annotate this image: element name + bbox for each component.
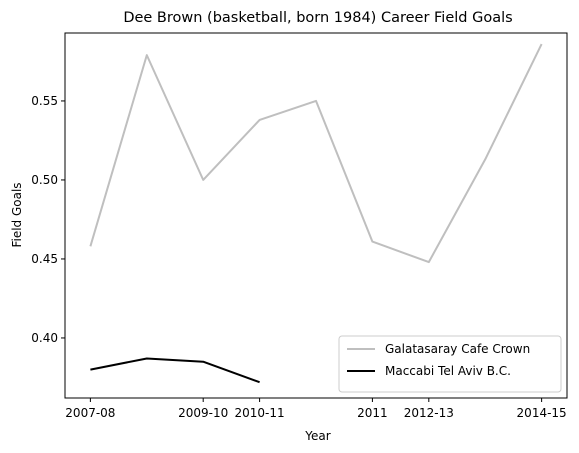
plot-frame	[64, 32, 568, 399]
legend: Galatasaray Cafe Crown Maccabi Tel Aviv B…	[338, 335, 562, 393]
chart-title: Dee Brown (basketball, born 1984) Career…	[123, 10, 512, 26]
x-tick-label: 2014-15	[517, 406, 567, 420]
x-axis: 2007-08 2009-10 2010-11 2011 2012-13 2014-15	[65, 398, 567, 420]
x-tick-label: 2007-08	[65, 406, 115, 420]
y-tick-label: 0.40	[31, 331, 58, 345]
y-tick-label: 0.55	[31, 94, 58, 108]
series-layer	[89, 43, 543, 384]
x-tick-label: 2010-11	[235, 406, 285, 420]
y-tick-label: 0.45	[31, 252, 58, 266]
series-line-2	[90, 357, 260, 384]
x-tick-label: 2011	[357, 406, 388, 420]
y-tick-label: 0.50	[31, 173, 58, 187]
legend-label: Galatasaray Cafe Crown	[385, 342, 530, 356]
y-axis-label: Field Goals	[10, 182, 24, 247]
y-axis: 0.40 0.45 0.50 0.55	[31, 94, 65, 345]
legend-box	[338, 335, 562, 393]
x-tick-label: 2009-10	[178, 406, 228, 420]
x-axis-label: Year	[304, 429, 330, 443]
series-line-1	[89, 43, 543, 264]
legend-label: Maccabi Tel Aviv B.C.	[385, 364, 511, 378]
x-tick-label: 2012-13	[404, 406, 454, 420]
